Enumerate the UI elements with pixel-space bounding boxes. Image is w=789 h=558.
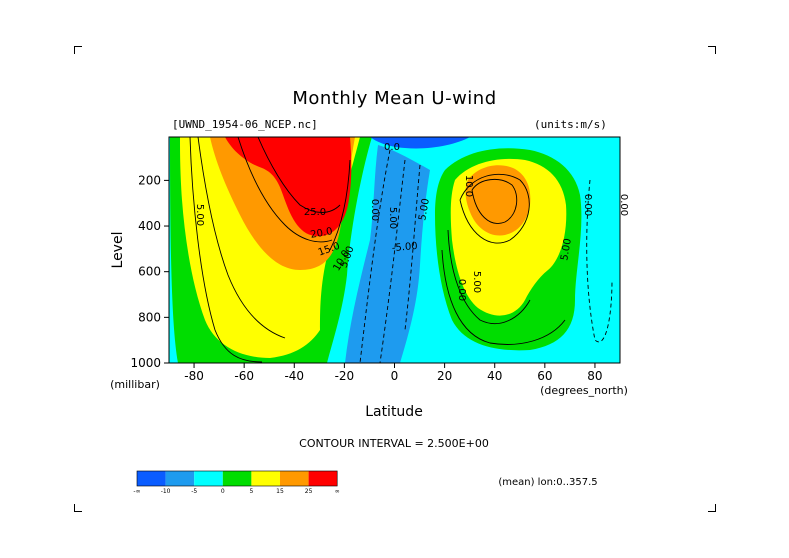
colorbar-swatch: [194, 471, 223, 486]
y-tick-label: 400: [138, 219, 161, 233]
colorbar-swatch: [137, 471, 166, 486]
corner-mark-top-left: [74, 46, 82, 54]
colorbar-label: 0: [221, 488, 225, 495]
contour-lines: [189, 137, 613, 363]
x-unit-label: (degrees_north): [540, 384, 628, 397]
x-tick-label: 0: [391, 369, 399, 383]
contour-label: 5.00: [417, 198, 432, 222]
chart-title: Monthly Mean U-wind: [292, 88, 497, 109]
contour-fill-layer: [169, 137, 620, 363]
contour-label: -5.00: [391, 241, 418, 254]
colorbar-frame: [136, 470, 338, 487]
units-label: (units:m/s): [534, 118, 607, 131]
contour-label: 25.0: [304, 207, 326, 218]
x-tick-label: -20: [335, 369, 355, 383]
source-label: [UWND_1954-06_NCEP.nc]: [172, 118, 318, 131]
x-tick-label: -40: [284, 369, 304, 383]
contour-label: 0.00: [369, 199, 380, 221]
colorbar-label: 15: [276, 488, 284, 495]
colorbar: -∞ -10 -5 0 5 15 25 ∞: [133, 470, 340, 495]
corner-mark-bottom-left: [74, 504, 82, 512]
contour-label: 0.00: [582, 194, 593, 216]
contour-label: 10.0: [463, 175, 474, 197]
y-tick-label: 200: [138, 173, 161, 187]
colorbar-label: 25: [305, 488, 313, 495]
x-tick-label: 80: [587, 369, 602, 383]
x-tick-label: -80: [184, 369, 204, 383]
contour-label: 5.00: [559, 238, 574, 262]
band-gt25-left: [225, 137, 352, 237]
colorbar-swatch: [222, 471, 252, 486]
colorbar-swatch: [280, 471, 309, 486]
y-tick-label: 600: [138, 265, 161, 279]
colorbar-label: -∞: [133, 488, 140, 495]
colorbar-swatch: [308, 471, 338, 486]
corner-mark-top-right: [708, 46, 716, 54]
contour-interval-label: CONTOUR INTERVAL = 2.500E+00: [299, 437, 489, 450]
corner-mark-bottom-right: [708, 504, 716, 512]
x-axis-label: Latitude: [365, 404, 423, 420]
x-tick-label: 60: [537, 369, 552, 383]
contour-label: 5.00: [387, 207, 398, 229]
contour-label: 5.00: [194, 204, 205, 226]
y-tick-label: 1000: [130, 356, 161, 370]
x-tick-label: -60: [234, 369, 254, 383]
contour-label: 20.0: [310, 226, 334, 241]
contour-label: 0.00: [618, 194, 629, 216]
x-tick-label: 40: [487, 369, 502, 383]
colorbar-swatch: [165, 471, 195, 486]
footer-note: (mean) lon:0..357.5: [498, 477, 597, 488]
y-tick-label: 800: [138, 310, 161, 324]
colorbar-swatch: [251, 471, 280, 486]
x-tick-label: 20: [437, 369, 452, 383]
y-unit-label: (millibar): [110, 378, 160, 391]
contour-label: 0.0: [384, 142, 400, 153]
contour-label: 5.00: [471, 271, 482, 293]
colorbar-label: ∞: [335, 488, 340, 495]
x-axis-ticks: -80 -60 -40 -20 0 20 40 60 80: [184, 363, 603, 383]
colorbar-label: -5: [191, 488, 197, 495]
band-neg10-neg5-equator: [345, 145, 430, 363]
contour-label: 0.00: [456, 279, 467, 301]
y-axis-ticks: 200 400 600 800 1000: [130, 173, 169, 370]
colorbar-label: -10: [161, 488, 171, 495]
band-15-25-right: [465, 165, 531, 236]
band-lt-neg5-top: [370, 137, 470, 149]
colorbar-label: 5: [249, 488, 253, 495]
y-axis-label: Level: [110, 232, 126, 269]
